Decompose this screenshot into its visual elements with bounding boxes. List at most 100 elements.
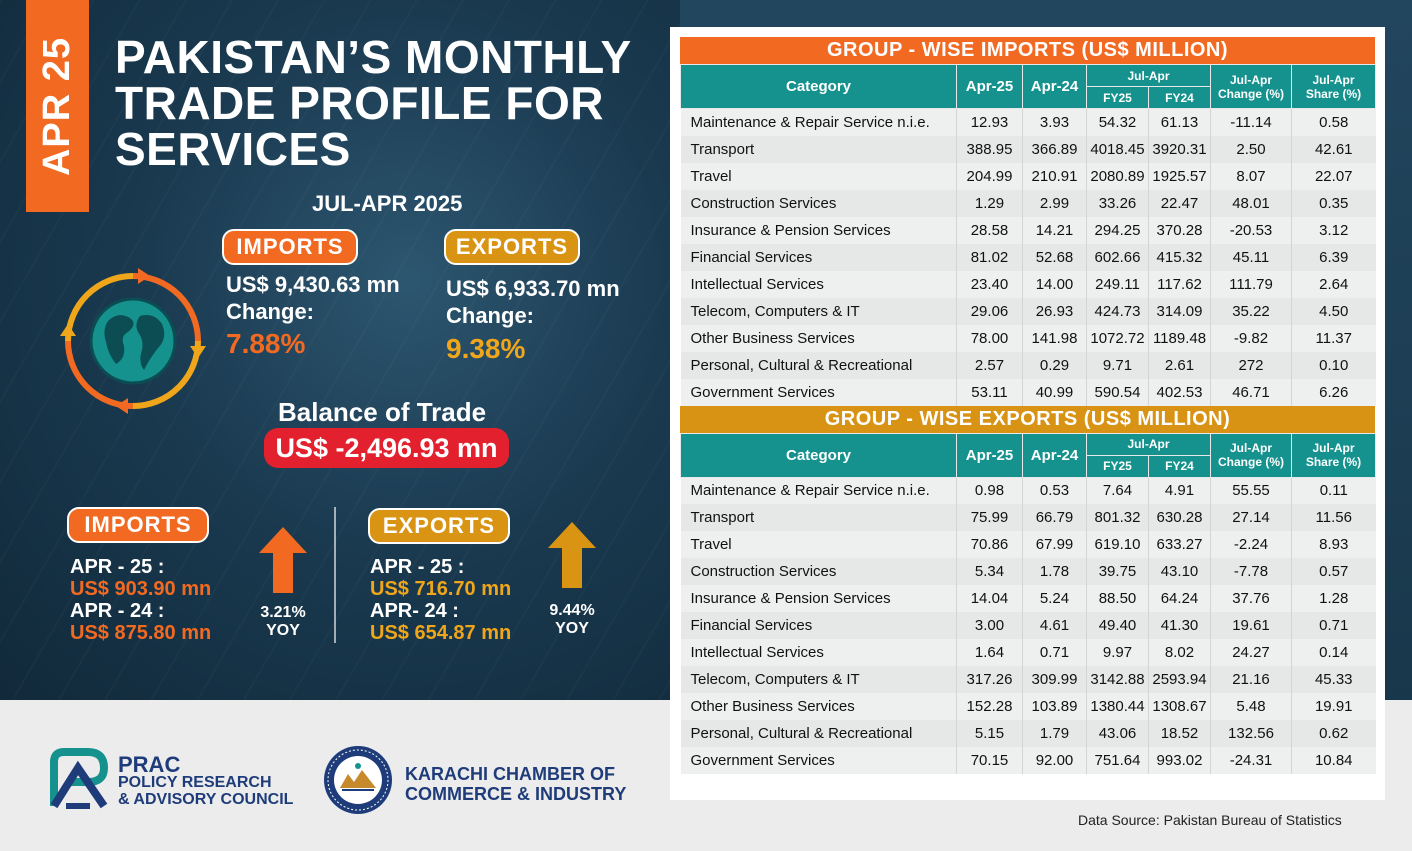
table-row: Other Business Services 78.00 141.98 1072.7… [681, 324, 1376, 352]
cell-fy24: 630.28 [1148, 504, 1211, 531]
monthly-exports-prev-value: US$ 654.87 mn [370, 622, 512, 644]
cell-fy24: 633.27 [1148, 531, 1211, 558]
header-fy24: FY24 [1148, 86, 1211, 109]
cell-apr24: 1.79 [1022, 720, 1087, 747]
cell-fy24: 2.61 [1148, 351, 1211, 379]
kcci-name-line-1: KARACHI CHAMBER OF [405, 764, 615, 784]
cell-category: Financial Services [690, 617, 813, 634]
cell-apr24: 2.99 [1022, 189, 1087, 217]
summary-exports-change: 9.38% [446, 333, 526, 364]
table-row: Construction Services 1.29 2.99 33.26 22.47 4… [680, 189, 1376, 217]
cell-apr25: 81.02 [956, 243, 1023, 271]
table-row: Insurance & Pension Services 28.58 14.21 29… [681, 216, 1376, 244]
cell-share: 11.37 [1291, 324, 1376, 352]
cell-apr24: 210.91 [1022, 162, 1087, 190]
exports-table-body: Maintenance & Repair Service n.i.e. 0.98 0… [680, 477, 1376, 774]
cell-fy25: 751.64 [1086, 747, 1149, 774]
title-line-2: TRADE PROFILE FOR [115, 77, 604, 129]
monthly-exports-cur-label: APR - 25 : [370, 556, 465, 578]
cell-category: Personal, Cultural & Recreational [690, 356, 913, 374]
cell-category: Transport [690, 509, 755, 526]
cell-fy24: 41.30 [1148, 612, 1211, 639]
table-row: Maintenance & Repair Service n.i.e. 12.93… [681, 108, 1376, 136]
title-line-3: SERVICES [115, 123, 351, 175]
cell-change: 2.50 [1210, 135, 1292, 163]
cell-apr25: 2.57 [956, 351, 1023, 379]
globe-cycle-icon [60, 268, 206, 414]
table-row: Travel 70.86 67.99 619.10 633.27 -2.24 8.93 [681, 531, 1376, 558]
cell-fy25: 39.75 [1086, 558, 1149, 585]
exports-table-title: GROUP - WISE EXPORTS (US$ MILLION) [680, 405, 1375, 433]
cell-apr24: 26.93 [1022, 297, 1087, 325]
cell-fy25: 4018.45 [1086, 135, 1149, 163]
cell-category: Intellectual Services [690, 275, 824, 293]
cell-apr25: 152.28 [956, 693, 1023, 720]
cell-apr25: 12.93 [956, 108, 1023, 136]
cell-share: 22.07 [1291, 162, 1376, 190]
header-apr25: Apr-25 [956, 64, 1023, 109]
header-change: Jul-Apr Change (%) [1210, 64, 1292, 109]
cell-category: Construction Services [690, 563, 837, 580]
cell-change: 19.61 [1210, 612, 1292, 639]
cell-category: Travel [690, 536, 732, 553]
cell-fy25: 619.10 [1086, 531, 1149, 558]
header-apr24: Apr-24 [1022, 432, 1087, 478]
cell-apr25: 70.86 [956, 531, 1023, 558]
cell-fy25: 590.54 [1086, 378, 1149, 406]
cell-apr24: 309.99 [1022, 666, 1087, 693]
period-label: JUL-APR 2025 [312, 191, 463, 216]
cell-change: 272 [1210, 351, 1292, 379]
cell-apr25: 1.29 [956, 189, 1023, 217]
monthly-imports-prev-value: US$ 875.80 mn [70, 622, 212, 644]
cell-fy24: 402.53 [1148, 378, 1211, 406]
monthly-exports-prev-label: APR- 24 : [370, 600, 459, 622]
cell-fy24: 1189.48 [1148, 324, 1211, 352]
cell-change: 35.22 [1210, 297, 1292, 325]
monthly-imports-cur-label: APR - 25 : [70, 556, 165, 578]
cell-fy25: 801.32 [1086, 504, 1149, 531]
cell-apr25: 1.64 [956, 639, 1023, 666]
table-row: Transport 75.99 66.79 801.32 630.28 27.14 11.5… [680, 504, 1376, 531]
cell-change: 21.16 [1210, 666, 1292, 693]
cell-apr24: 4.61 [1022, 612, 1087, 639]
cell-share: 6.39 [1291, 243, 1376, 271]
cell-apr25: 204.99 [956, 162, 1023, 190]
cell-apr24: 0.53 [1022, 477, 1087, 504]
cell-apr25: 5.15 [956, 720, 1023, 747]
table-row: Government Services 53.11 40.99 590.54 402.5… [681, 378, 1376, 406]
data-source: Data Source: Pakistan Bureau of Statisti… [1078, 812, 1342, 828]
cell-category: Other Business Services [690, 329, 855, 347]
summary-imports-change-label: Change: [226, 299, 314, 324]
summary-imports-value: US$ 9,430.63 mn [226, 272, 400, 297]
cell-apr24: 67.99 [1022, 531, 1087, 558]
cell-share: 0.58 [1291, 108, 1376, 136]
cell-category: Transport [690, 140, 755, 158]
cell-change: 45.11 [1210, 243, 1292, 271]
prac-name: PRAC [118, 752, 181, 777]
cell-fy25: 9.97 [1086, 639, 1149, 666]
monthly-exports-badge: EXPORTS [368, 508, 510, 544]
cell-category: Other Business Services [690, 698, 855, 715]
cell-category: Telecom, Computers & IT [690, 302, 860, 320]
cell-share: 0.62 [1291, 720, 1376, 747]
header-fy25: FY25 [1086, 86, 1149, 109]
table-row: Personal, Cultural & Recreational 2.57 0.2… [680, 351, 1376, 379]
cell-category: Construction Services [690, 194, 837, 212]
cell-fy24: 61.13 [1148, 108, 1211, 136]
cell-apr25: 53.11 [956, 378, 1023, 406]
table-row: Construction Services 5.34 1.78 39.75 43.10-… [680, 558, 1376, 585]
cell-share: 0.71 [1291, 612, 1376, 639]
table-row: Intellectual Services 23.40 14.00 249.11 117… [681, 270, 1376, 298]
cell-fy25: 424.73 [1086, 297, 1149, 325]
cell-fy24: 18.52 [1148, 720, 1211, 747]
header-change: Jul-Apr Change (%) [1210, 432, 1292, 478]
cell-fy24: 3920.31 [1148, 135, 1211, 163]
table-row: Telecom, Computers & IT 29.06 26.93 424.73 3… [680, 297, 1376, 325]
summary-imports-badge: IMPORTS [222, 229, 358, 265]
monthly-exports-yoy: 9.44% YOY [549, 602, 595, 637]
cell-change: -24.31 [1210, 747, 1292, 774]
kcci-seal-icon [324, 746, 392, 814]
table-row: Travel 204.99 210.91 2080.89 1925.57 8.07 22.0… [681, 162, 1376, 190]
summary-exports-change-label: Change: [446, 303, 534, 328]
cell-category: Telecom, Computers & IT [690, 671, 860, 688]
